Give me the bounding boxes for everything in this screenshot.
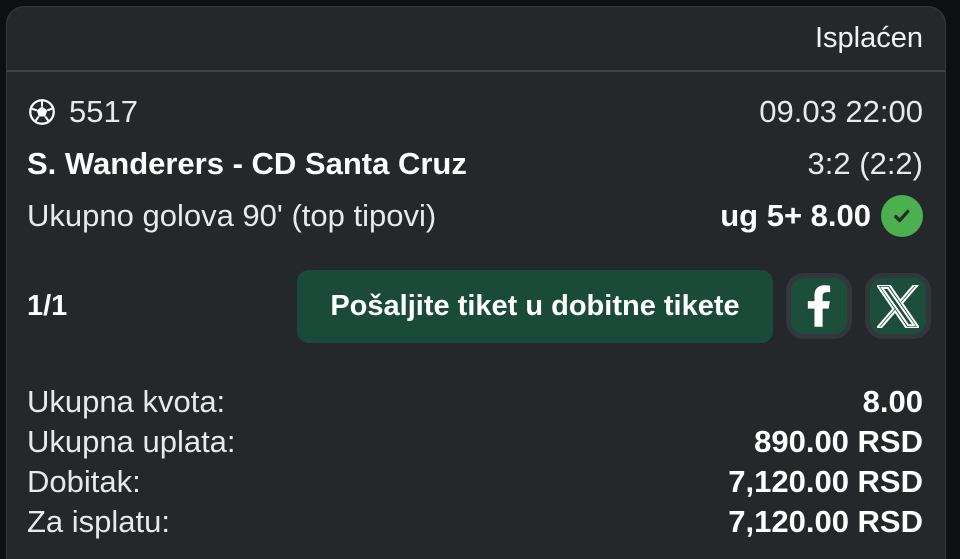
match-result: 3:2 (2:2) [807,146,923,181]
ticket-card: Isplaćen [6,6,946,559]
total-value: 8.00 [862,384,923,419]
total-value: 7,120.00 RSD [728,464,923,499]
x-icon [877,284,919,328]
total-row-payout: Za isplatu: 7,120.00 RSD [27,502,923,542]
bet-row: Ukupno golova 90' (top tipovi) ug 5+ 8.0… [27,194,923,238]
selection-counter: 1/1 [27,289,68,322]
facebook-share-button[interactable] [786,273,852,339]
bet-pick: ug 5+ 8.00 [720,198,871,233]
ticket-header: Isplaćen [7,7,945,70]
share-row: 1/1 Pošaljite tiket u dobitne tikete [7,266,945,346]
match-code: 5517 [69,94,138,129]
total-label: Za isplatu: [27,504,171,539]
total-label: Dobitak: [27,464,141,499]
total-label: Ukupna kvota: [27,384,226,419]
facebook-icon [806,285,832,327]
match-meta-row: 5517 09.03 22:00 [27,90,923,134]
total-row-stake: Ukupna uplata: 890.00 RSD [27,422,923,462]
share-ticket-button[interactable]: Pošaljite tiket u dobitne tikete [297,269,773,343]
bet-market: Ukupno golova 90' (top tipovi) [27,198,437,233]
football-icon [27,97,57,127]
total-value: 7,120.00 RSD [728,504,923,539]
check-icon [881,195,923,237]
match-teams: S. Wanderers - CD Santa Cruz [27,146,467,181]
header-divider [7,70,945,72]
total-label: Ukupna uplata: [27,424,236,459]
total-row-winnings: Dobitak: 7,120.00 RSD [27,462,923,502]
match-section: 5517 09.03 22:00 S. Wanderers - CD Santa… [7,72,945,238]
ticket-status: Isplaćen [814,22,923,54]
total-value: 890.00 RSD [754,424,923,459]
total-row-odds: Ukupna kvota: 8.00 [27,382,923,422]
x-share-button[interactable] [865,273,931,339]
totals-section: Ukupna kvota: 8.00 Ukupna uplata: 890.00… [7,382,945,542]
match-teams-row: S. Wanderers - CD Santa Cruz 3:2 (2:2) [27,142,923,186]
match-datetime: 09.03 22:00 [759,94,923,129]
